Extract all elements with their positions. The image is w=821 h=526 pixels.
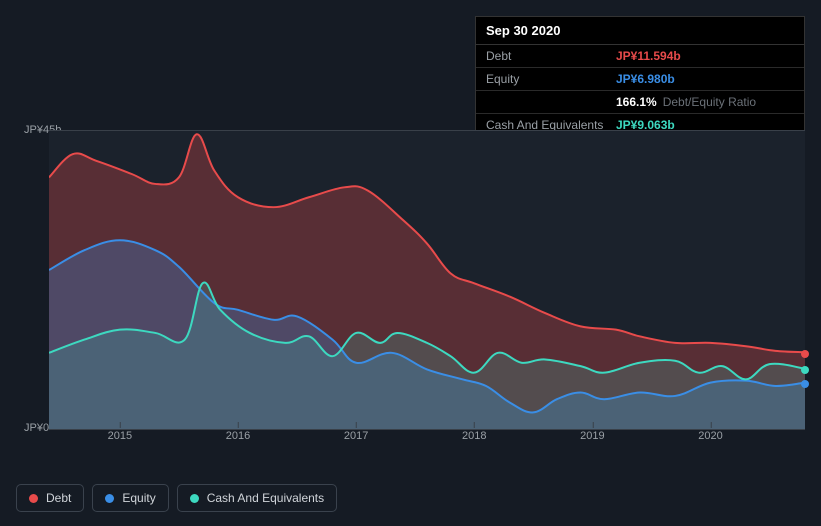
x-axis-tick: 2020: [698, 430, 722, 442]
legend-dot-icon: [105, 494, 114, 503]
tooltip-label: Equity: [486, 72, 616, 86]
x-axis-tick: 2017: [344, 430, 368, 442]
tooltip-ratio-label: Debt/Equity Ratio: [663, 95, 756, 109]
series-end-marker: [801, 366, 809, 374]
tooltip-value: JP¥11.594b: [616, 49, 681, 63]
legend-label: Debt: [46, 491, 71, 505]
tooltip-ratio-value: 166.1%: [616, 95, 657, 109]
x-axis-tick: 2018: [462, 430, 486, 442]
chart-svg: [49, 131, 805, 429]
tooltip-row-equity: Equity JP¥6.980b: [476, 68, 804, 91]
legend-label: Equity: [122, 491, 155, 505]
series-end-marker: [801, 380, 809, 388]
financials-tooltip: Sep 30 2020 Debt JP¥11.594b Equity JP¥6.…: [475, 16, 805, 137]
x-axis-tick: 2019: [580, 430, 604, 442]
legend-dot-icon: [29, 494, 38, 503]
x-axis-tick: 2016: [226, 430, 250, 442]
legend-item-cash[interactable]: Cash And Equivalents: [177, 484, 337, 512]
chart-plot-area[interactable]: [49, 130, 805, 430]
tooltip-date: Sep 30 2020: [476, 17, 804, 45]
legend-item-equity[interactable]: Equity: [92, 484, 168, 512]
series-end-marker: [801, 350, 809, 358]
x-axis-tick: 2015: [108, 430, 132, 442]
chart-legend: Debt Equity Cash And Equivalents: [16, 484, 337, 512]
tooltip-label: Debt: [486, 49, 616, 63]
legend-dot-icon: [190, 494, 199, 503]
y-axis-min-label: JP¥0: [24, 422, 49, 434]
legend-label: Cash And Equivalents: [207, 491, 324, 505]
tooltip-value: JP¥6.980b: [616, 72, 675, 86]
legend-item-debt[interactable]: Debt: [16, 484, 84, 512]
tooltip-row-ratio: 166.1% Debt/Equity Ratio: [476, 91, 804, 114]
tooltip-row-debt: Debt JP¥11.594b: [476, 45, 804, 68]
x-axis: 2015 2016 2017 2018 2019 2020: [49, 426, 805, 446]
